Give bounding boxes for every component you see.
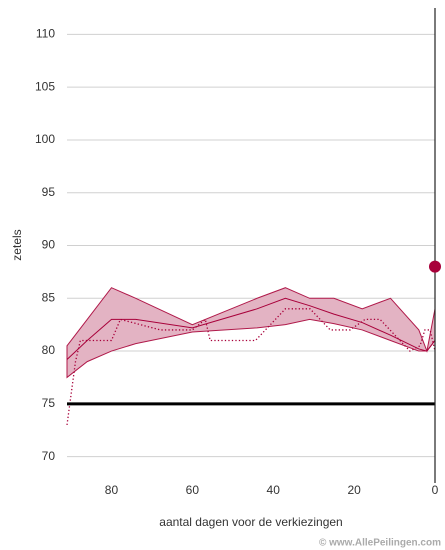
- y-tick-label: 75: [42, 396, 56, 410]
- y-tick-label: 105: [35, 79, 55, 93]
- y-tick-label: 85: [42, 290, 56, 304]
- y-tick-label: 80: [42, 343, 56, 357]
- x-axis-label: aantal dagen voor de verkiezingen: [159, 515, 342, 529]
- watermark: © www.AllePeilingen.com: [319, 538, 441, 549]
- result-dot: [429, 260, 441, 273]
- x-tick-label: 80: [105, 483, 119, 497]
- uncertainty-band: [66, 287, 436, 379]
- series-line: [66, 297, 436, 360]
- series-line: [66, 308, 436, 426]
- x-tick-label: 40: [267, 483, 281, 497]
- x-tick-label: 0: [432, 483, 439, 497]
- y-tick-label: 70: [42, 449, 56, 463]
- y-tick-label: 110: [36, 27, 55, 41]
- x-tick-label: 20: [347, 483, 361, 497]
- x-tick-label: 60: [186, 483, 200, 497]
- y-axis-label: zetels: [10, 229, 24, 260]
- y-tick-label: 95: [42, 185, 56, 199]
- y-tick-label: 100: [35, 132, 55, 146]
- y-tick-label: 90: [42, 238, 56, 252]
